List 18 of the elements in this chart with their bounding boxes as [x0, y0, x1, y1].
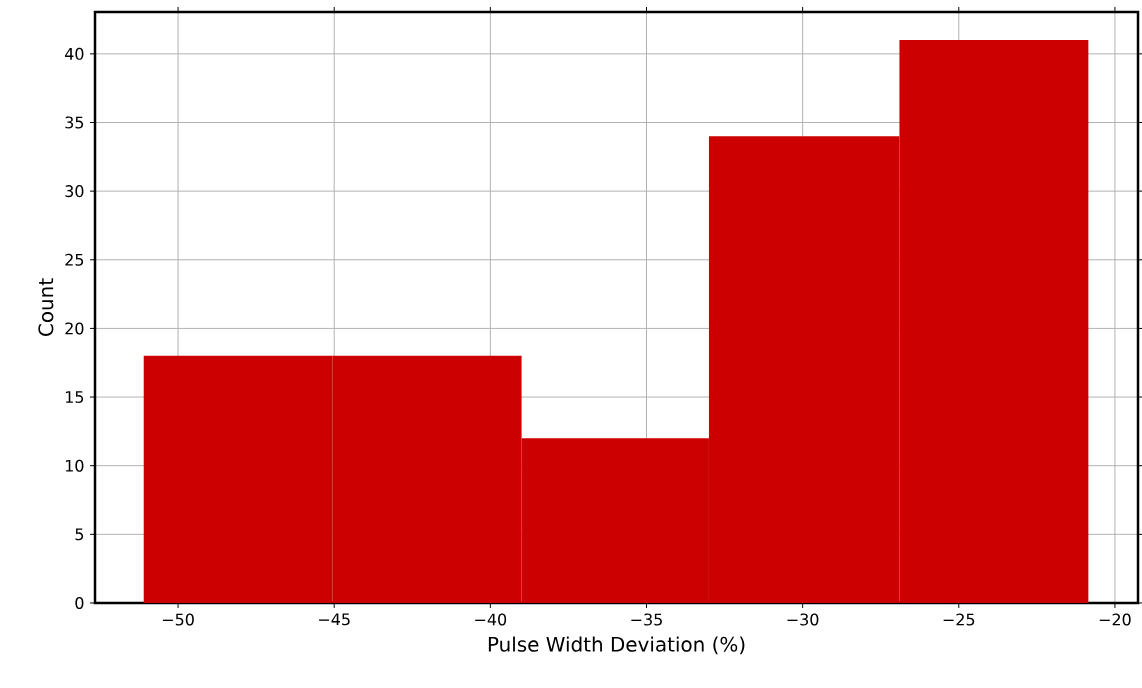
y-tick-label: 25 — [65, 253, 84, 266]
x-tick-label: −20 — [1099, 613, 1131, 626]
y-tick-label: 35 — [65, 116, 84, 129]
x-tick-label: −45 — [319, 613, 350, 626]
x-tick-label: −40 — [475, 613, 507, 626]
y-tick-label: 15 — [65, 391, 84, 403]
y-tick-label: 20 — [65, 322, 84, 335]
y-tick-label: 10 — [65, 459, 84, 472]
y-axis-title: Count — [38, 278, 54, 336]
y-tick-label: 0 — [75, 596, 84, 610]
x-axis-title: Pulse Width Deviation (%) — [488, 636, 745, 655]
y-tick-label: 30 — [65, 185, 84, 198]
x-tick-label: −30 — [787, 613, 819, 626]
x-tick-label: −25 — [943, 613, 975, 626]
y-tick-label: 5 — [75, 528, 84, 541]
x-tick-label: −35 — [631, 613, 662, 626]
y-tick-label: 40 — [65, 47, 84, 60]
x-tick-label: −50 — [162, 613, 194, 626]
